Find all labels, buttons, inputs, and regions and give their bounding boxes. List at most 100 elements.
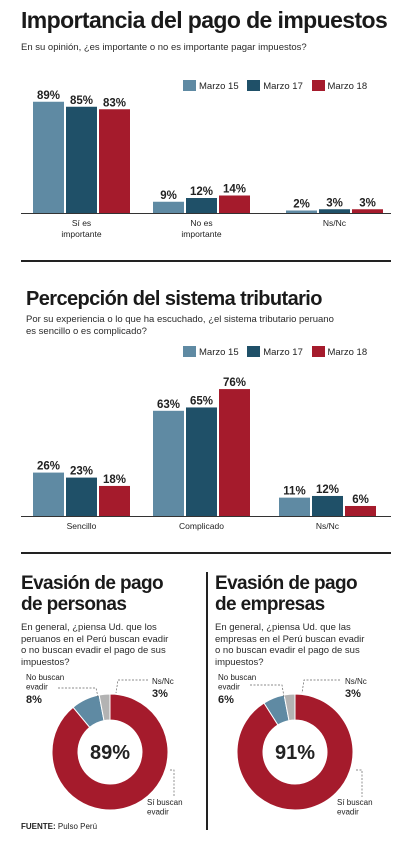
chart3-title-line: Evasión de pago xyxy=(21,573,164,594)
chart2-title: Percepción del sistema tributario xyxy=(26,288,322,310)
leader-line xyxy=(58,687,99,698)
slice-label: evadir xyxy=(26,683,48,692)
leader-line xyxy=(170,769,175,797)
chart2-legend: Marzo 15 Marzo 17 Marzo 18 xyxy=(183,346,373,358)
bar xyxy=(66,106,97,213)
bar xyxy=(153,201,184,213)
category-label: Ns/Nc xyxy=(316,521,340,531)
data-label: 3% xyxy=(359,197,376,209)
data-label: 76% xyxy=(223,377,246,389)
chart3-subtitle-line: En general, ¿piensa Ud. que los xyxy=(21,622,157,633)
data-label: 23% xyxy=(70,466,93,478)
legend-label: Marzo 17 xyxy=(263,347,303,358)
source-label: FUENTE: xyxy=(21,822,56,831)
bar xyxy=(219,195,250,213)
slice-label: Sí buscan xyxy=(147,798,183,807)
chart2-subtitle: Por su experiencia o lo que ha escuchado… xyxy=(26,314,386,337)
bar xyxy=(66,477,97,516)
bar xyxy=(219,389,250,516)
legend-label: Marzo 15 xyxy=(199,81,239,92)
slice-value: 3% xyxy=(345,688,361,700)
bar xyxy=(345,505,376,516)
slice-label: evadir xyxy=(337,808,359,817)
chart2-subtitle-line: Por su experiencia o lo que ha escuchado… xyxy=(26,314,334,325)
data-label: 63% xyxy=(157,399,180,411)
data-label: 12% xyxy=(190,186,213,198)
leader-line xyxy=(115,679,148,694)
bar xyxy=(33,101,64,213)
legend-label: Marzo 18 xyxy=(327,81,368,92)
category-label: Sencillo xyxy=(67,521,97,531)
legend-item: Marzo 15 xyxy=(183,346,239,358)
chart1-title: Importancia del pago de impuestos xyxy=(21,7,388,33)
category-label: importante xyxy=(181,229,221,239)
bar xyxy=(279,497,310,516)
divider xyxy=(21,260,391,262)
chart3-title-line: de personas xyxy=(21,594,127,615)
chart2-subtitle-line: es sencillo o es complicado? xyxy=(26,325,147,337)
chart4-title-line: de empresas xyxy=(215,594,325,615)
slice-value: 8% xyxy=(26,694,42,706)
legend-label: Marzo 18 xyxy=(327,347,368,358)
chart1-legend: Marzo 15 Marzo 17 Marzo 18 xyxy=(183,80,373,92)
slice-label: Sí buscan xyxy=(337,798,373,807)
slice-label: No buscan xyxy=(218,673,256,682)
slice-value: 3% xyxy=(152,688,168,700)
source-text: Pulso Perú xyxy=(55,822,98,831)
center-label: 89% xyxy=(90,742,130,764)
bar xyxy=(186,407,217,516)
data-label: 65% xyxy=(190,395,213,407)
data-label: 6% xyxy=(352,494,369,506)
category-label: Ns/Nc xyxy=(323,218,347,228)
legend-item: Marzo 18 xyxy=(311,80,368,92)
bar xyxy=(99,485,130,516)
bar xyxy=(286,210,317,213)
chart3-subtitle: En general, ¿piensa Ud. que los peruanos… xyxy=(21,622,201,668)
center-label: 91% xyxy=(275,742,315,764)
divider xyxy=(21,552,391,554)
data-label: 26% xyxy=(37,461,60,473)
legend-label: Marzo 17 xyxy=(263,81,303,92)
chart3-title: Evasión de pago de personas xyxy=(21,573,164,615)
slice-label: Ns/Nc xyxy=(345,677,367,686)
chart4-subtitle-line: o no buscan evadir el pago de sus xyxy=(215,645,360,656)
leader-line xyxy=(356,769,363,797)
chart4-title: Evasión de pago de empresas xyxy=(215,573,358,615)
bar xyxy=(186,198,217,213)
legend-item: Marzo 18 xyxy=(311,346,368,358)
data-label: 83% xyxy=(103,97,126,109)
slice-label: No buscan xyxy=(26,673,64,682)
category-label: Sí es xyxy=(72,218,91,228)
data-label: 9% xyxy=(160,190,177,202)
data-label: 11% xyxy=(283,486,305,498)
chart4-subtitle-line: En general, ¿piensa Ud. que las xyxy=(215,622,351,633)
slice-value: 6% xyxy=(218,694,234,706)
pie-slice xyxy=(236,693,354,811)
bar xyxy=(312,495,343,516)
slice-label: evadir xyxy=(218,683,240,692)
chart2-plot: 26% 63% 11% 23% 65% 12% 18% 76% 6% Sencillo Compli… xyxy=(21,377,391,531)
category-label: importante xyxy=(61,229,101,239)
data-label: 3% xyxy=(326,197,343,209)
legend-label: Marzo 15 xyxy=(199,347,239,358)
data-label: 12% xyxy=(316,484,339,496)
data-label: 85% xyxy=(70,95,93,107)
chart1-subtitle: En su opinión, ¿es importante o no es im… xyxy=(21,42,307,53)
data-label: 14% xyxy=(223,184,246,196)
data-label: 18% xyxy=(103,474,126,486)
slice-label: evadir xyxy=(147,808,169,817)
bar xyxy=(99,109,130,213)
data-label: 2% xyxy=(293,199,310,211)
chart4-title-line: Evasión de pago xyxy=(215,573,358,594)
slice-label: Ns/Nc xyxy=(152,677,174,686)
chart3-subtitle-line: impuestos? xyxy=(21,656,70,668)
bar xyxy=(153,410,184,516)
pie-slice xyxy=(51,693,169,811)
chart4-subtitle-line: empresas en el Perú buscan evadir xyxy=(215,633,365,645)
chart3-subtitle-line: peruanos en el Perú buscan evadir xyxy=(21,633,169,645)
bar xyxy=(319,209,350,213)
bar xyxy=(33,472,64,516)
legend-item: Marzo 17 xyxy=(247,346,303,358)
